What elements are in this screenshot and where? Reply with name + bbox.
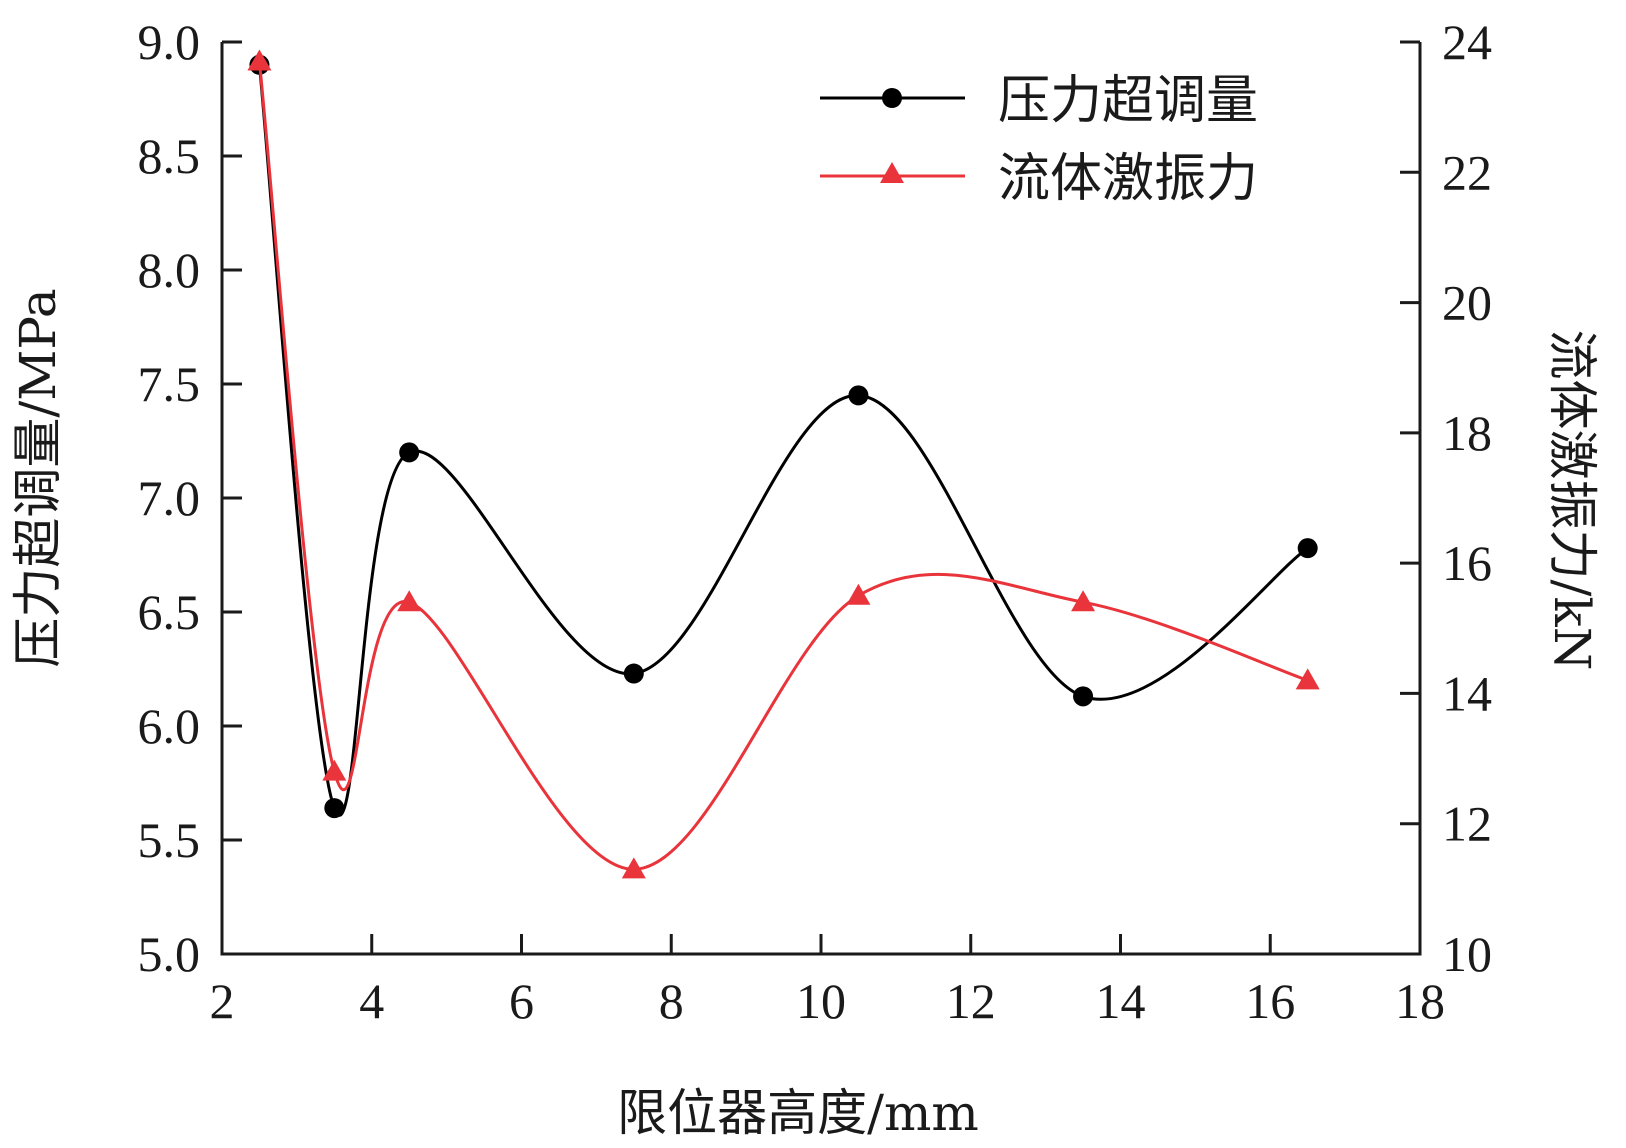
bottom-tick-label: 16 (1245, 973, 1295, 1029)
legend: 压力超调量 流体激振力 (820, 71, 1258, 209)
y-axis-title: 压力超调量/MPa (9, 288, 67, 667)
series-layer (247, 49, 1320, 879)
data-point (399, 442, 420, 463)
x-axis-title: 限位器高度/mm (617, 1084, 979, 1142)
data-point (324, 798, 345, 819)
legend-label-pressure: 压力超调量 (998, 71, 1258, 131)
bottom-tick-label: 6 (509, 973, 534, 1029)
data-point (247, 49, 272, 71)
right-tick-label: 18 (1442, 405, 1492, 461)
left-tick-label: 7.5 (138, 356, 201, 412)
right-tick-label: 10 (1442, 926, 1492, 982)
data-point (848, 385, 869, 406)
right-tick-label: 22 (1442, 144, 1492, 200)
left-tick-label: 5.0 (138, 926, 201, 982)
left-axis-ticks: 5.0 5.5 6.0 6.5 7.0 7.5 8.0 8.5 9.0 (138, 14, 242, 982)
right-tick-label: 20 (1442, 275, 1492, 331)
series-line (257, 61, 1309, 871)
data-point (621, 857, 646, 879)
left-tick-label: 9.0 (138, 14, 201, 70)
bottom-axis-ticks: 2 4 6 8 10 12 14 16 18 (210, 934, 1445, 1029)
left-tick-label: 8.0 (138, 242, 201, 298)
left-tick-label: 7.0 (138, 470, 201, 526)
data-point (1071, 590, 1096, 612)
data-point (846, 583, 871, 605)
left-tick-label: 5.5 (138, 812, 201, 868)
series-fluid-excitation-force (247, 49, 1320, 879)
bottom-tick-label: 12 (946, 973, 996, 1029)
y2-axis-title: 流体激振力/kN (1543, 330, 1601, 671)
bottom-tick-label: 4 (359, 973, 384, 1029)
right-tick-label: 12 (1442, 796, 1492, 852)
data-point (1073, 686, 1094, 707)
bottom-tick-label: 2 (210, 973, 235, 1029)
left-tick-label: 6.5 (138, 584, 201, 640)
bottom-tick-label: 18 (1395, 973, 1445, 1029)
right-tick-label: 14 (1442, 665, 1492, 721)
legend-marker-force (880, 162, 904, 183)
data-point (322, 759, 347, 781)
right-axis-ticks: 10 12 14 16 18 20 22 24 (1400, 14, 1492, 982)
legend-label-force: 流体激振力 (998, 149, 1258, 209)
legend-marker-pressure (882, 88, 902, 108)
bottom-tick-label: 10 (796, 973, 846, 1029)
data-point (1295, 668, 1320, 690)
left-tick-label: 6.0 (138, 698, 201, 754)
left-tick-label: 8.5 (138, 128, 201, 184)
data-point (1297, 538, 1318, 559)
series-line (257, 64, 1309, 817)
bottom-tick-label: 14 (1096, 973, 1146, 1029)
bottom-tick-label: 8 (659, 973, 684, 1029)
right-tick-label: 24 (1442, 14, 1492, 70)
data-point (623, 663, 644, 684)
right-tick-label: 16 (1442, 535, 1492, 591)
data-point (397, 590, 422, 612)
